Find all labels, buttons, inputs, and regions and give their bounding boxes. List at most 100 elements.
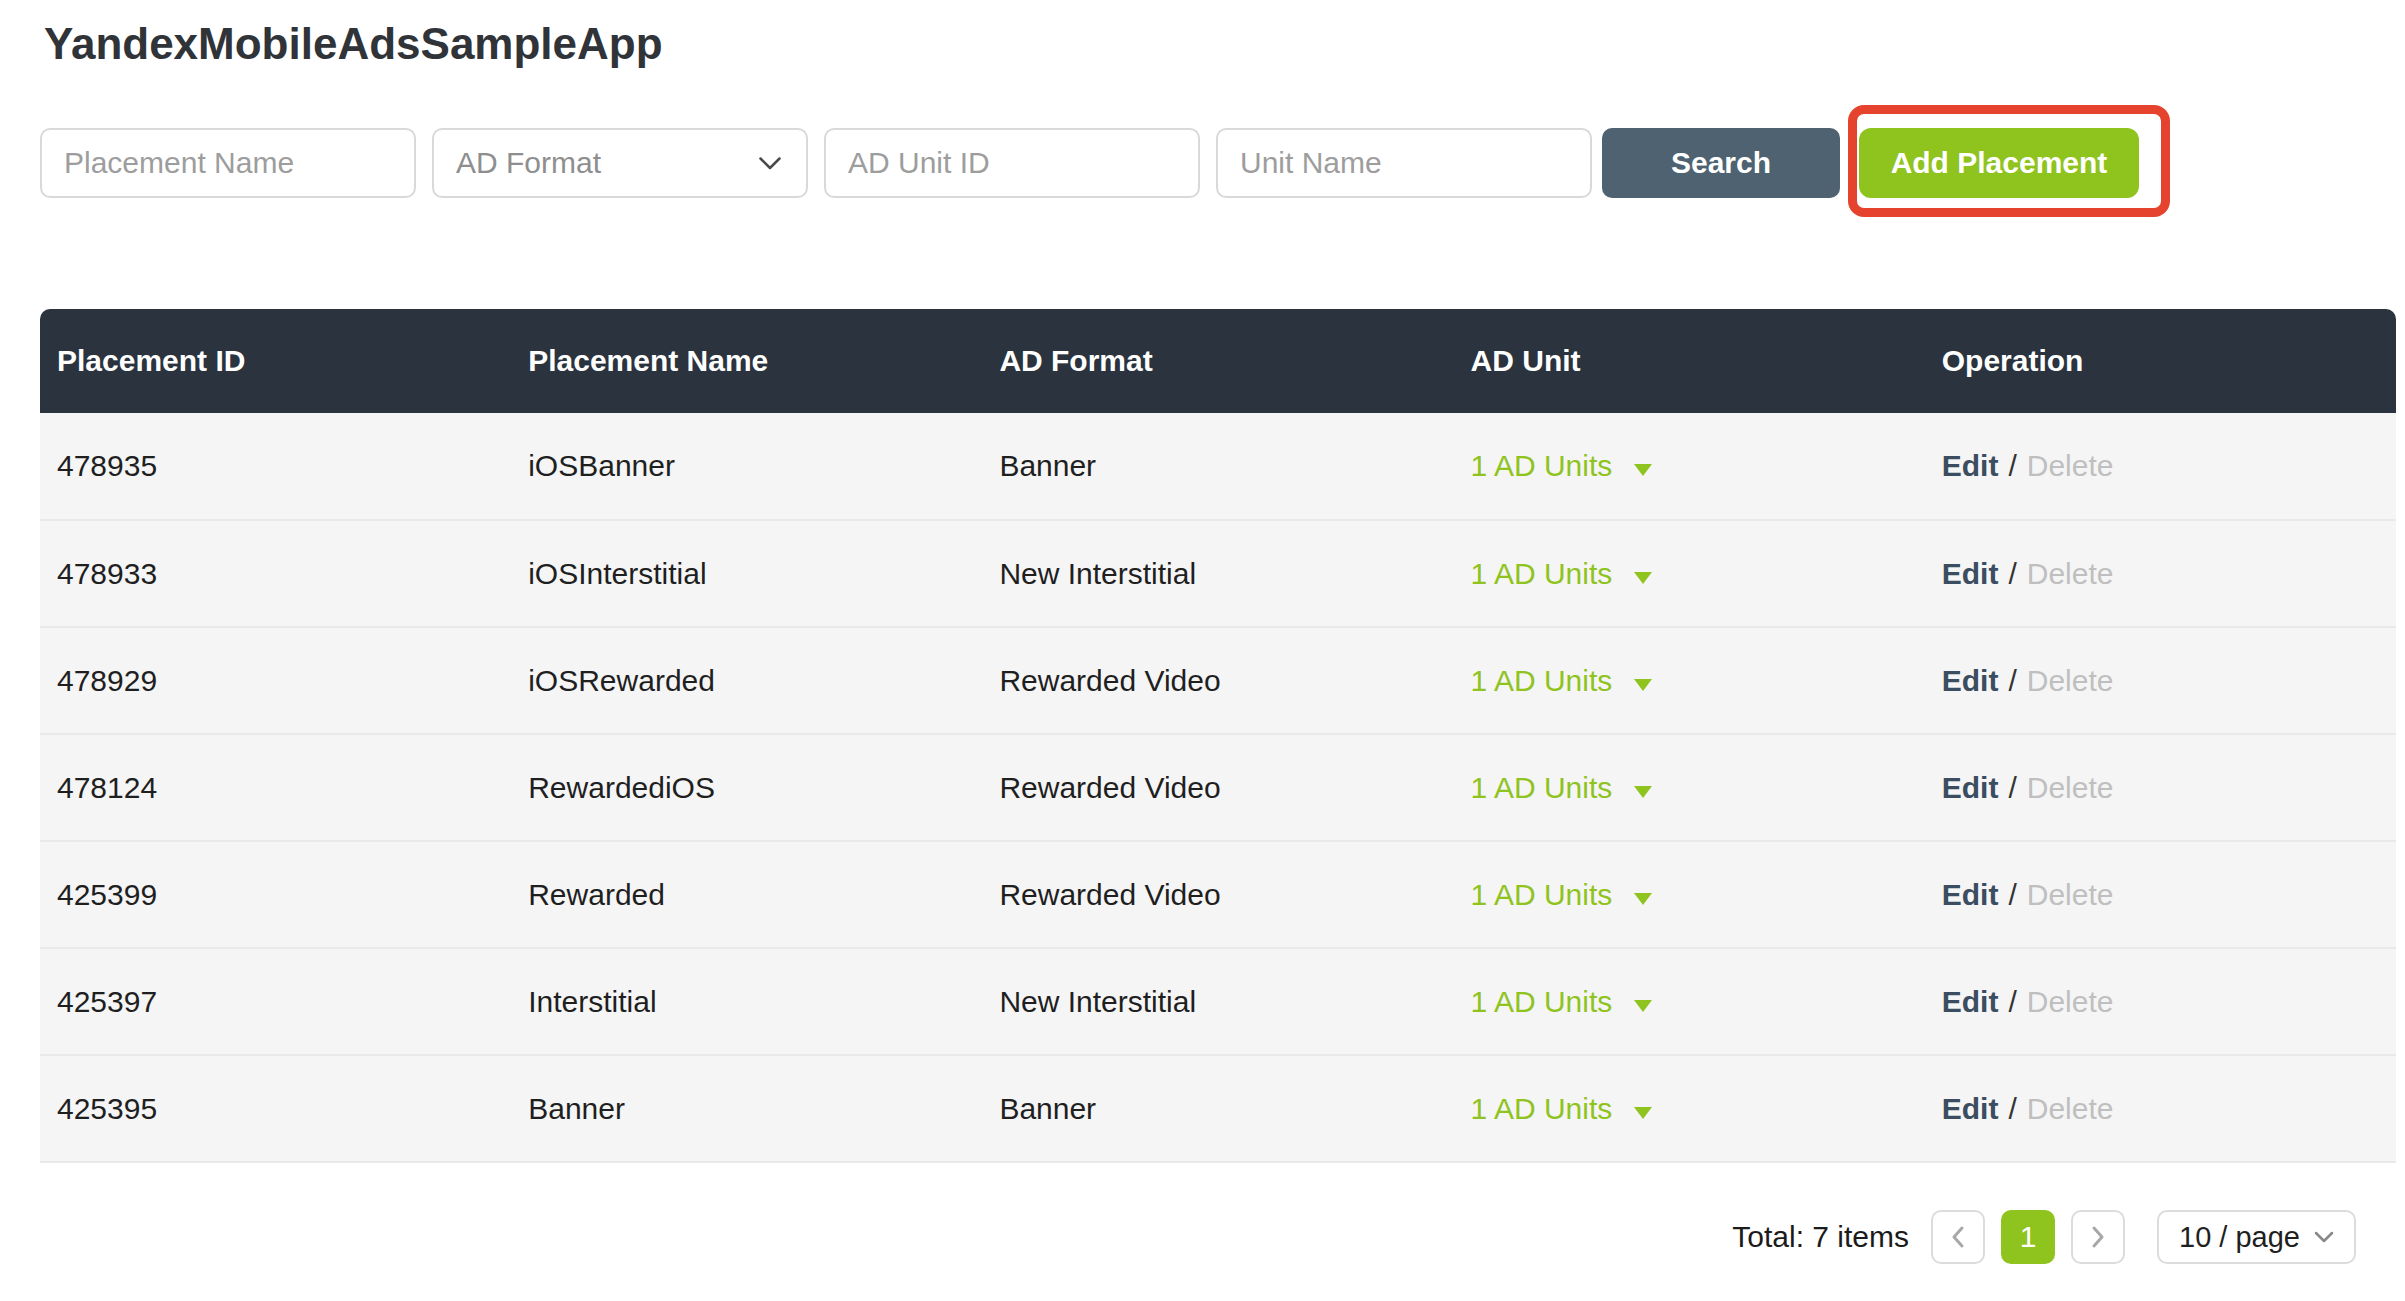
caret-down-icon[interactable]: [1634, 464, 1652, 476]
delete-link[interactable]: Delete: [2027, 664, 2114, 697]
pagination-total: Total: 7 items: [1732, 1220, 1909, 1254]
edit-link[interactable]: Edit: [1942, 1092, 1999, 1125]
ad-units-link[interactable]: 1 AD Units: [1471, 878, 1613, 911]
placements-table: Placement ID Placement Name AD Format AD…: [40, 309, 2396, 1163]
page-1-button[interactable]: 1: [2001, 1210, 2055, 1264]
table-header: Placement ID Placement Name AD Format AD…: [40, 309, 2396, 413]
page-size-value: 10 / page: [2179, 1221, 2300, 1254]
edit-link[interactable]: Edit: [1942, 985, 1999, 1018]
table-row: 478124 RewardediOS Rewarded Video 1 AD U…: [40, 734, 2396, 841]
cell-ad-format: Banner: [982, 1055, 1453, 1162]
prev-page-button[interactable]: [1931, 1210, 1985, 1264]
cell-ad-unit: 1 AD Units: [1454, 841, 1925, 948]
cell-operation: Edit / Delete: [1925, 841, 2396, 948]
cell-operation: Edit / Delete: [1925, 734, 2396, 841]
caret-down-icon[interactable]: [1634, 893, 1652, 905]
table-row: 425399 Rewarded Rewarded Video 1 AD Unit…: [40, 841, 2396, 948]
ad-units-link[interactable]: 1 AD Units: [1471, 449, 1613, 482]
page-title: YandexMobileAdsSampleApp: [44, 19, 2405, 69]
ad-units-link[interactable]: 1 AD Units: [1471, 985, 1613, 1018]
cell-ad-format: Rewarded Video: [982, 734, 1453, 841]
search-button[interactable]: Search: [1602, 128, 1840, 198]
operation-separator: /: [2008, 557, 2016, 590]
page-size-select[interactable]: 10 / page: [2157, 1210, 2356, 1264]
operation-separator: /: [2008, 449, 2016, 482]
cell-operation: Edit / Delete: [1925, 413, 2396, 520]
unit-name-input[interactable]: [1216, 128, 1592, 198]
cell-operation: Edit / Delete: [1925, 948, 2396, 1055]
ad-units-link[interactable]: 1 AD Units: [1471, 557, 1613, 590]
cell-placement-name: iOSRewarded: [511, 627, 982, 734]
cell-placement-id: 478124: [40, 734, 511, 841]
delete-link[interactable]: Delete: [2027, 878, 2114, 911]
filter-bar: AD Format Search Add Placement: [40, 128, 2405, 198]
cell-placement-name: Interstitial: [511, 948, 982, 1055]
operation-separator: /: [2008, 771, 2016, 804]
operation-separator: /: [2008, 664, 2016, 697]
delete-link[interactable]: Delete: [2027, 557, 2114, 590]
operation-separator: /: [2008, 1092, 2016, 1125]
ad-unit-id-input[interactable]: [824, 128, 1200, 198]
cell-ad-unit: 1 AD Units: [1454, 948, 1925, 1055]
cell-placement-name: iOSInterstitial: [511, 520, 982, 627]
table-row: 425395 Banner Banner 1 AD Units Edit / Del…: [40, 1055, 2396, 1162]
col-ad-format: AD Format: [982, 309, 1453, 413]
cell-ad-format: New Interstitial: [982, 948, 1453, 1055]
caret-down-icon[interactable]: [1634, 786, 1652, 798]
delete-link[interactable]: Delete: [2027, 449, 2114, 482]
chevron-right-icon: [2091, 1225, 2105, 1249]
next-page-button[interactable]: [2071, 1210, 2125, 1264]
edit-link[interactable]: Edit: [1942, 449, 1999, 482]
edit-link[interactable]: Edit: [1942, 664, 1999, 697]
cell-ad-format: Banner: [982, 413, 1453, 520]
cell-placement-id: 425399: [40, 841, 511, 948]
cell-placement-name: iOSBanner: [511, 413, 982, 520]
caret-down-icon[interactable]: [1634, 572, 1652, 584]
cell-placement-name: RewardediOS: [511, 734, 982, 841]
chevron-left-icon: [1951, 1225, 1965, 1249]
col-ad-unit: AD Unit: [1454, 309, 1925, 413]
ad-units-link[interactable]: 1 AD Units: [1471, 771, 1613, 804]
chevron-down-icon: [758, 156, 782, 171]
table-row: 425397 Interstitial New Interstitial 1 A…: [40, 948, 2396, 1055]
cell-placement-id: 425395: [40, 1055, 511, 1162]
chevron-down-icon: [2314, 1231, 2334, 1244]
table-row: 478933 iOSInterstitial New Interstitial …: [40, 520, 2396, 627]
table-row: 478929 iOSRewarded Rewarded Video 1 AD U…: [40, 627, 2396, 734]
delete-link[interactable]: Delete: [2027, 985, 2114, 1018]
cell-placement-name: Rewarded: [511, 841, 982, 948]
operation-separator: /: [2008, 878, 2016, 911]
edit-link[interactable]: Edit: [1942, 878, 1999, 911]
cell-ad-format: New Interstitial: [982, 520, 1453, 627]
caret-down-icon[interactable]: [1634, 679, 1652, 691]
cell-placement-name: Banner: [511, 1055, 982, 1162]
ad-format-select[interactable]: AD Format: [432, 128, 808, 198]
edit-link[interactable]: Edit: [1942, 771, 1999, 804]
cell-ad-unit: 1 AD Units: [1454, 734, 1925, 841]
cell-operation: Edit / Delete: [1925, 520, 2396, 627]
cell-ad-unit: 1 AD Units: [1454, 520, 1925, 627]
cell-ad-unit: 1 AD Units: [1454, 627, 1925, 734]
cell-operation: Edit / Delete: [1925, 1055, 2396, 1162]
caret-down-icon[interactable]: [1634, 1000, 1652, 1012]
caret-down-icon[interactable]: [1634, 1107, 1652, 1119]
cell-placement-id: 478929: [40, 627, 511, 734]
cell-placement-id: 478933: [40, 520, 511, 627]
pagination: Total: 7 items 1 10 / page: [0, 1210, 2356, 1264]
add-placement-button[interactable]: Add Placement: [1859, 128, 2139, 198]
col-placement-id: Placement ID: [40, 309, 511, 413]
operation-separator: /: [2008, 985, 2016, 1018]
cell-ad-unit: 1 AD Units: [1454, 413, 1925, 520]
cell-ad-format: Rewarded Video: [982, 841, 1453, 948]
edit-link[interactable]: Edit: [1942, 557, 1999, 590]
cell-placement-id: 478935: [40, 413, 511, 520]
ad-units-link[interactable]: 1 AD Units: [1471, 1092, 1613, 1125]
cell-ad-format: Rewarded Video: [982, 627, 1453, 734]
delete-link[interactable]: Delete: [2027, 771, 2114, 804]
add-placement-wrap: Add Placement: [1859, 128, 2139, 198]
ad-units-link[interactable]: 1 AD Units: [1471, 664, 1613, 697]
placement-name-input[interactable]: [40, 128, 416, 198]
cell-operation: Edit / Delete: [1925, 627, 2396, 734]
delete-link[interactable]: Delete: [2027, 1092, 2114, 1125]
col-placement-name: Placement Name: [511, 309, 982, 413]
